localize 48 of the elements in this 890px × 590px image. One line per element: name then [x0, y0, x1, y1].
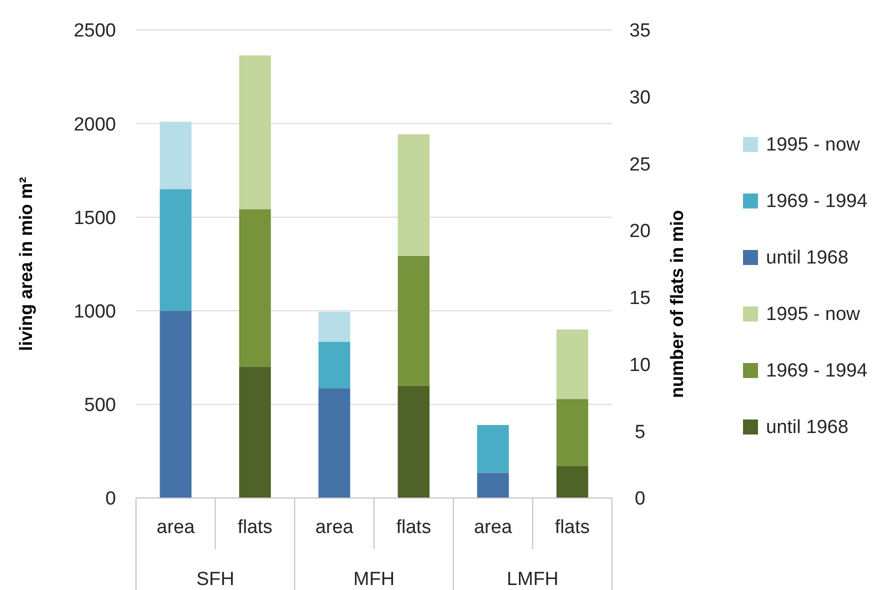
x-tick-label: flats	[396, 517, 432, 538]
bar	[398, 134, 430, 256]
y2-tick-label: 25	[629, 154, 651, 176]
bar	[160, 310, 192, 498]
bar	[318, 342, 350, 388]
y2-tick-label: 5	[634, 422, 646, 443]
y2-axis-title: number of flats in mio	[667, 210, 687, 398]
bar	[239, 209, 271, 367]
bar	[160, 189, 192, 311]
legend-label: 1995 - now	[766, 134, 860, 156]
legend-label: until 1968	[766, 248, 848, 269]
legend-label: 1969 - 1994	[766, 191, 868, 212]
x-tick-label: flats	[554, 517, 590, 538]
y-tick-label: 500	[84, 395, 116, 416]
bar	[398, 256, 430, 386]
bar	[556, 466, 588, 498]
y2-tick-label: 30	[629, 88, 651, 109]
legend-label: 1995 - now	[766, 304, 860, 326]
bar	[556, 399, 588, 466]
bar	[239, 55, 271, 210]
y2-tick-label: 10	[629, 354, 651, 376]
y-axis-title: living area in mio m²	[16, 176, 36, 352]
bar	[318, 388, 350, 498]
text: MFH	[353, 569, 395, 590]
y-tick-label: 0	[105, 488, 116, 510]
y2-tick-label: 35	[629, 20, 651, 42]
text: LMFH	[506, 569, 559, 590]
bar	[477, 424, 509, 473]
legend-label: 1969 - 1994	[766, 360, 868, 382]
legend-label: until 1968	[766, 417, 848, 438]
x-tick-label: area	[156, 517, 196, 538]
text: SFH	[196, 569, 234, 590]
bar	[556, 330, 588, 400]
y-tick-label: 1000	[74, 301, 116, 322]
y2-tick-label: 20	[629, 221, 651, 242]
x-tick-label: flats	[238, 517, 272, 538]
x-tick-label: area	[474, 517, 512, 538]
y-tick-label: 1500	[74, 208, 116, 229]
y2-tick-label: 15	[629, 288, 651, 310]
bar	[477, 472, 509, 498]
y2-tick-label: 0	[634, 488, 646, 510]
bar	[318, 312, 350, 342]
bar	[398, 386, 430, 498]
y-tick-label: 2000	[74, 114, 116, 136]
x-tick-label: area	[315, 517, 354, 538]
bar	[239, 366, 271, 498]
bar	[160, 122, 192, 190]
y-tick-label: 2500	[74, 20, 116, 42]
